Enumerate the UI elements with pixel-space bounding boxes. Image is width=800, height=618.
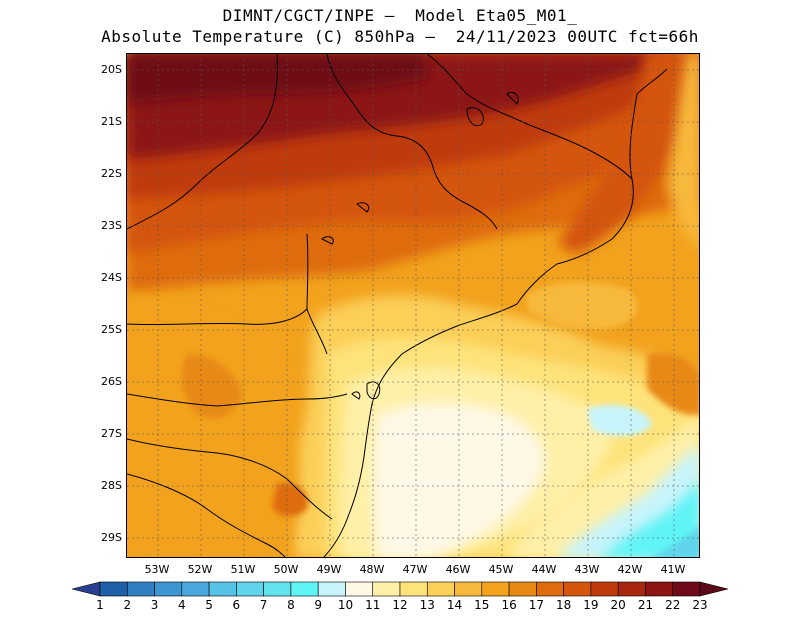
lat-label-24s: 24S bbox=[101, 271, 122, 284]
colorbar-segment bbox=[345, 581, 374, 597]
field-west-blob bbox=[181, 354, 242, 418]
field-band-10 bbox=[599, 480, 699, 557]
lon-label-51w: 51W bbox=[230, 563, 256, 576]
colorbar-label: 20 bbox=[610, 598, 626, 612]
border-rs-sc bbox=[127, 438, 333, 520]
colorbar-label: 6 bbox=[232, 598, 241, 612]
colorbar-segment bbox=[563, 581, 592, 597]
colorbar-label: 16 bbox=[501, 598, 517, 612]
border-sc-north bbox=[127, 393, 348, 407]
lon-label-43w: 43W bbox=[574, 563, 600, 576]
colorbar-segment bbox=[536, 581, 564, 597]
border-uruguay bbox=[127, 473, 286, 557]
colorbar-label: 15 bbox=[474, 598, 490, 612]
lat-label-27s: 27S bbox=[101, 427, 122, 440]
lon-label-47w: 47W bbox=[402, 563, 428, 576]
colorbar-segment bbox=[236, 581, 264, 597]
lon-label-53w: 53W bbox=[144, 563, 170, 576]
border-es bbox=[629, 68, 668, 180]
colorbar-label: 8 bbox=[287, 598, 295, 612]
colorbar-segment bbox=[590, 581, 619, 597]
border-rj bbox=[516, 178, 634, 305]
colorbar-label: 4 bbox=[177, 598, 186, 612]
colorbar-segment bbox=[617, 581, 646, 597]
colorbar-label: 1 bbox=[96, 598, 104, 612]
colorbar-segment bbox=[481, 581, 510, 597]
colorbar-label: 12 bbox=[392, 598, 408, 612]
colorbar-label: 18 bbox=[555, 598, 572, 612]
lon-label-48w: 48W bbox=[359, 563, 385, 576]
colorbar-label: 23 bbox=[692, 598, 708, 612]
lat-label-25s: 25S bbox=[101, 323, 122, 336]
lat-label-29s: 29S bbox=[101, 531, 122, 544]
colorbar-over-arrow bbox=[699, 581, 729, 597]
colorbar-segment bbox=[181, 581, 210, 597]
colorbar-segment bbox=[126, 581, 155, 597]
colorbar-segment bbox=[99, 581, 128, 597]
graticule bbox=[127, 54, 699, 557]
temperature-map bbox=[126, 53, 700, 558]
colorbar-label: 22 bbox=[665, 598, 681, 612]
colorbar bbox=[71, 581, 729, 597]
field-west-band bbox=[127, 294, 299, 557]
field-band-9 bbox=[650, 525, 699, 557]
coastline-bay bbox=[351, 391, 361, 400]
colorbar-label: 14 bbox=[446, 598, 463, 612]
colorbar-label: 11 bbox=[365, 598, 381, 612]
chart-title-line2: Absolute Temperature (C) 850hPa – 24/11/… bbox=[101, 27, 699, 46]
colorbar-segment bbox=[399, 581, 428, 597]
colorbar-label: 7 bbox=[259, 598, 268, 612]
field-east-warm bbox=[557, 54, 699, 254]
border-pr-east bbox=[306, 233, 328, 355]
colorbar-label: 5 bbox=[205, 598, 213, 612]
chart-title-line1: DIMNT/CGCT/INPE – Model Eta05_M01_ bbox=[222, 6, 578, 25]
lat-label-22s: 22S bbox=[101, 167, 122, 180]
colorbar-label: 3 bbox=[150, 598, 159, 612]
field-cool-patch bbox=[587, 404, 652, 436]
border-mg-sp bbox=[326, 54, 498, 230]
lon-label-50w: 50W bbox=[273, 563, 299, 576]
lakes bbox=[321, 202, 370, 245]
colorbar-segment bbox=[154, 581, 183, 597]
lon-label-49w: 49W bbox=[316, 563, 342, 576]
lat-label-26s: 26S bbox=[101, 375, 122, 388]
colorbar-segment bbox=[372, 581, 401, 597]
colorbar-segment bbox=[508, 581, 537, 597]
colorbar-under-arrow bbox=[71, 581, 101, 597]
colorbar-label: 10 bbox=[337, 598, 354, 612]
colorbar-label: 17 bbox=[528, 598, 544, 612]
colorbar-label: 21 bbox=[637, 598, 654, 612]
colorbar-segment bbox=[263, 581, 292, 597]
lat-label-21s: 21S bbox=[101, 115, 122, 128]
colorbar-segment bbox=[317, 581, 346, 597]
colorbar-label: 19 bbox=[583, 598, 599, 612]
border-pr-north bbox=[127, 308, 308, 326]
field-east-coast bbox=[667, 54, 699, 252]
lon-label-42w: 42W bbox=[617, 563, 643, 576]
colorbar-segment bbox=[426, 581, 455, 597]
colorbar-segment bbox=[672, 581, 701, 597]
border-ms-sp bbox=[127, 54, 278, 230]
lat-label-20s: 20S bbox=[101, 63, 122, 76]
coastline-south bbox=[323, 303, 518, 557]
lon-label-46w: 46W bbox=[445, 563, 471, 576]
lon-label-41w: 41W bbox=[660, 563, 686, 576]
colorbar-label: 9 bbox=[314, 598, 322, 612]
lat-label-23s: 23S bbox=[101, 219, 122, 232]
lon-label-52w: 52W bbox=[187, 563, 213, 576]
colorbar-segment bbox=[290, 581, 319, 597]
colorbar-segment bbox=[454, 581, 483, 597]
colorbar-label: 2 bbox=[123, 598, 132, 612]
temperature-field bbox=[127, 54, 699, 557]
field-east-orange bbox=[647, 352, 699, 415]
colorbar-label: 13 bbox=[419, 598, 435, 612]
field-east-tongue bbox=[527, 282, 638, 330]
colorbar-segment bbox=[645, 581, 674, 597]
lon-label-44w: 44W bbox=[531, 563, 557, 576]
reservoirs bbox=[466, 91, 519, 127]
lat-label-28s: 28S bbox=[101, 479, 122, 492]
lon-label-45w: 45W bbox=[488, 563, 514, 576]
colorbar-segment bbox=[208, 581, 237, 597]
